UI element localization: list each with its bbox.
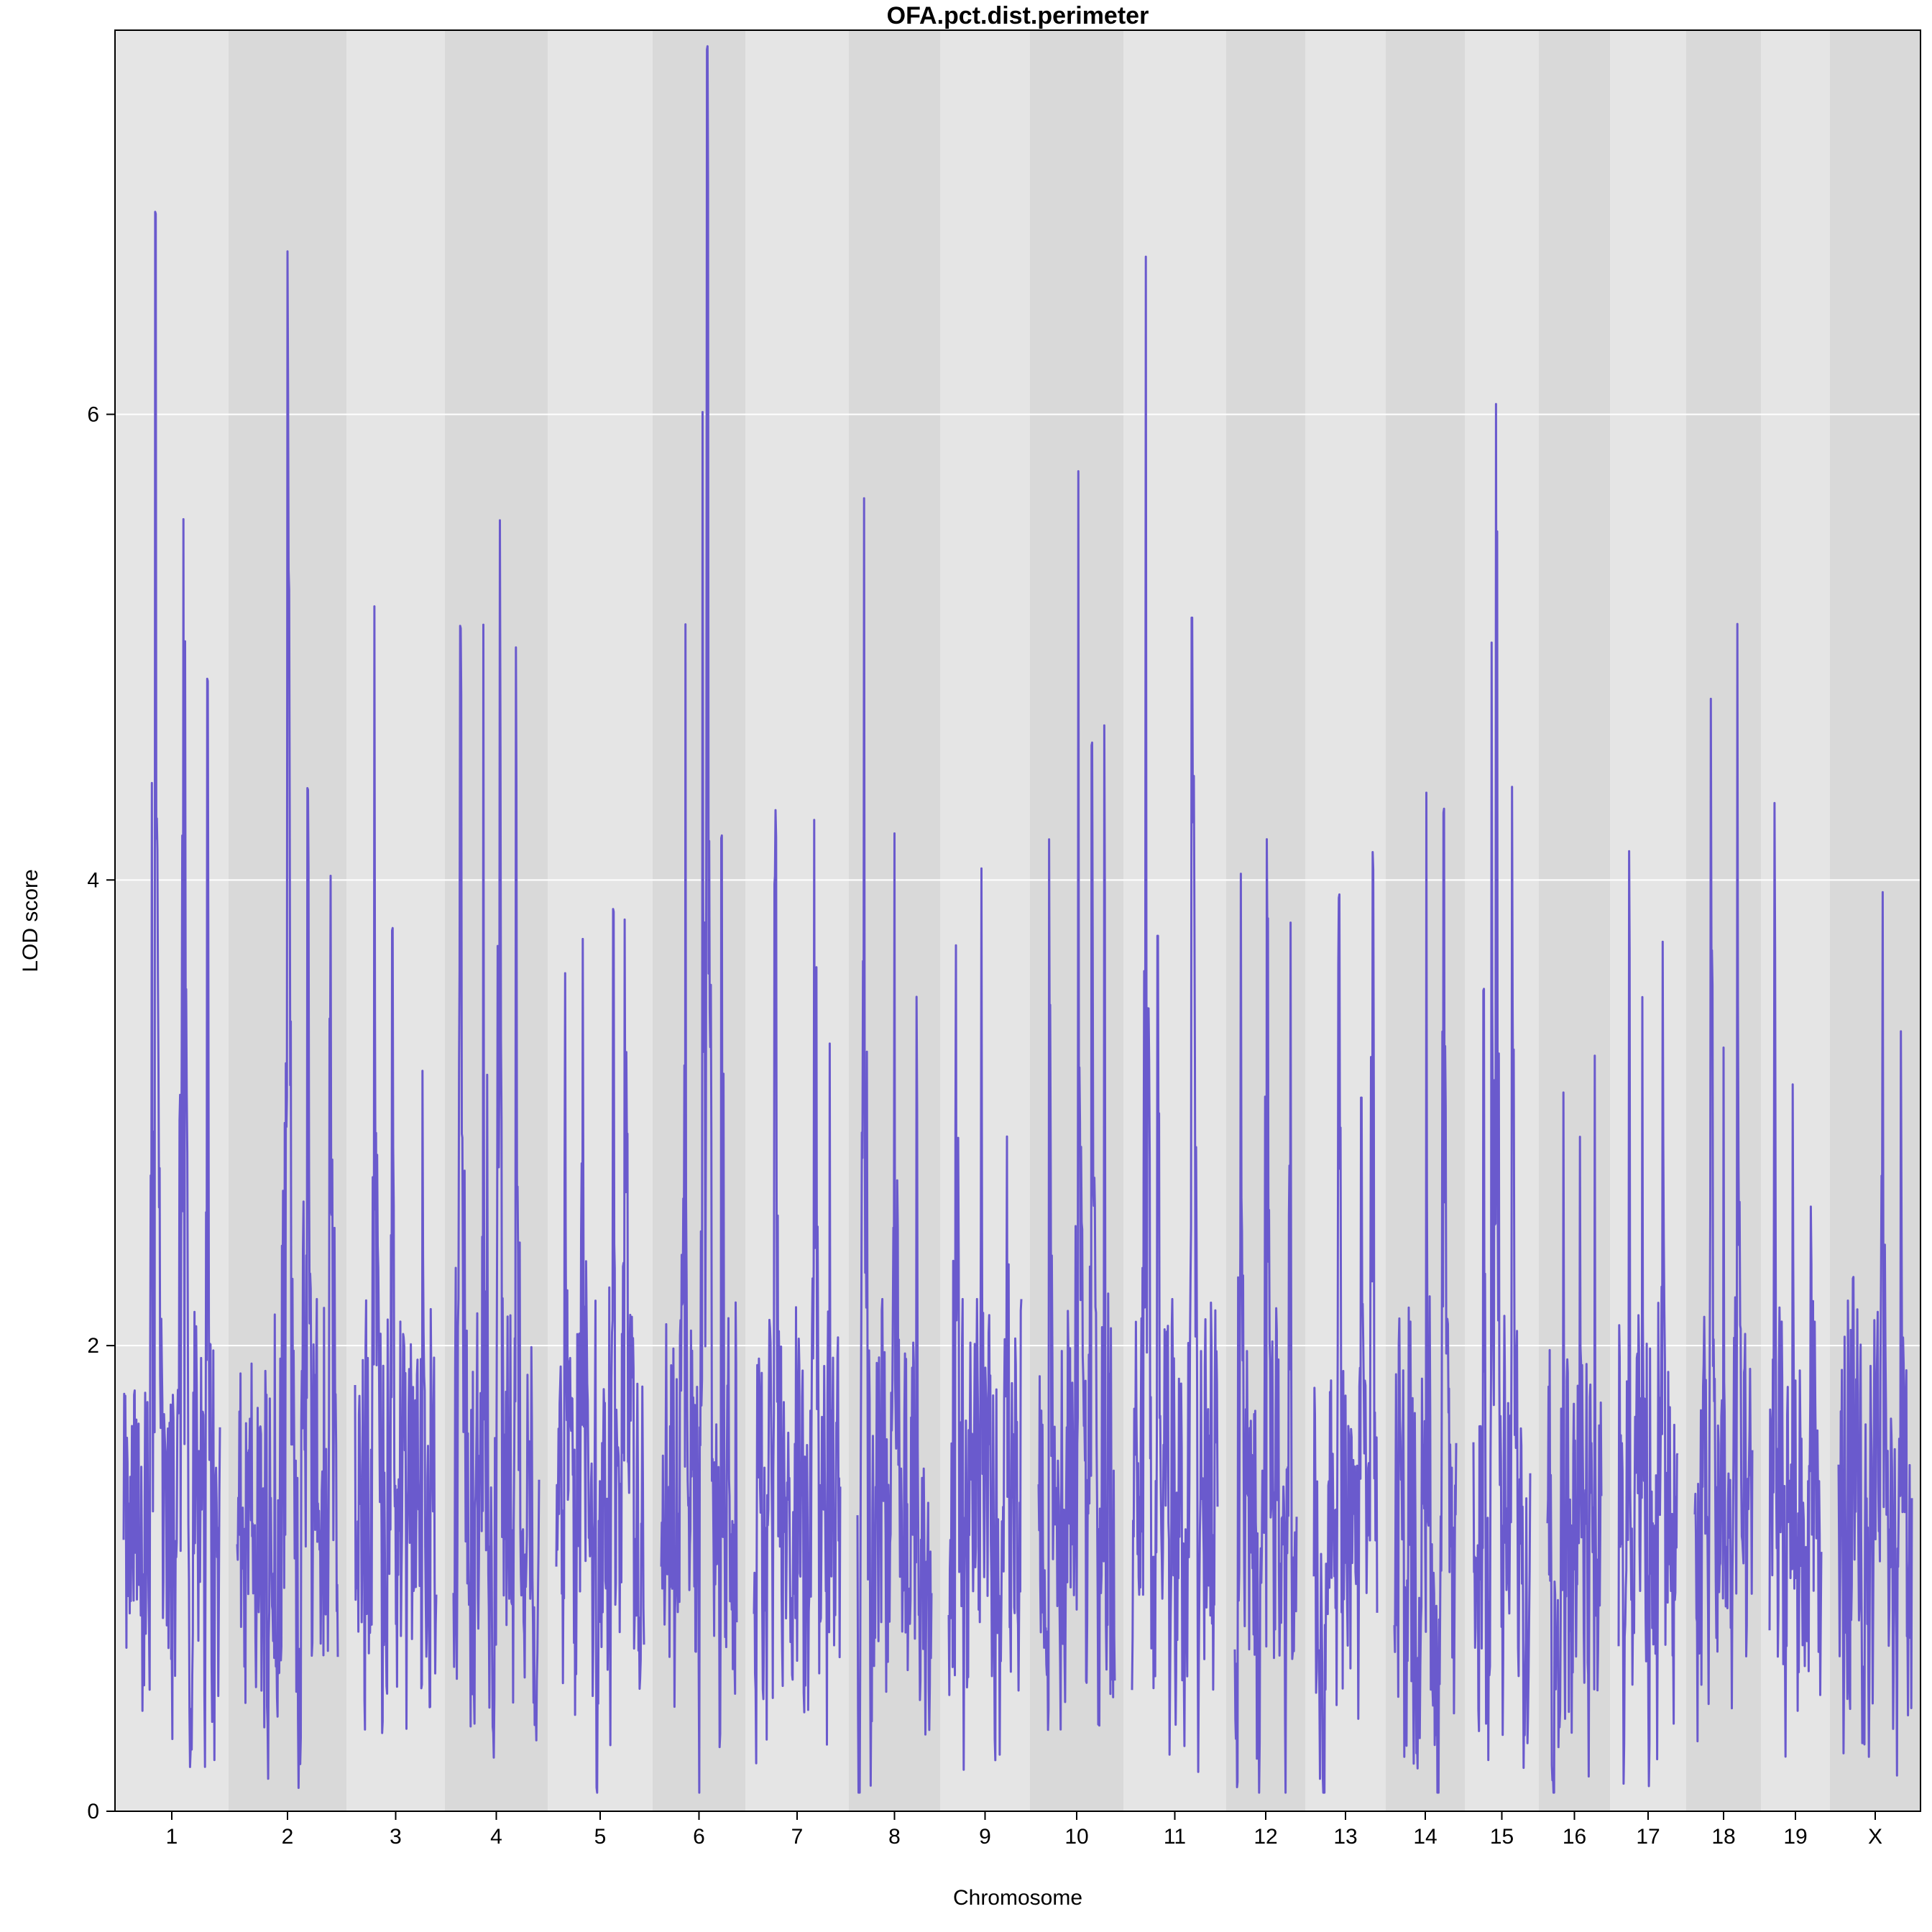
x-tick-label-14: 14 [1413, 1825, 1437, 1849]
x-axis: 1 2 3 4 5 6 7 8 9 10 11 12 13 14 15 16 17 18 19 X [166, 1811, 1882, 1849]
lod-trace-chr-15 [1472, 402, 1532, 1770]
lod-trace-chr-1 [122, 211, 221, 1768]
lod-trace-chr-12 [1233, 838, 1298, 1794]
lod-trace-chr-9 [947, 867, 1023, 1771]
x-tick-label-8: 8 [888, 1825, 901, 1849]
lod-trace-chr-3 [354, 605, 438, 1734]
x-tick-label-16: 16 [1563, 1825, 1586, 1849]
lod-trace-chr-18 [1693, 622, 1754, 1743]
lod-trace-chr-6 [660, 45, 738, 1794]
x-tick-label-13: 13 [1333, 1825, 1357, 1849]
lod-trace-chr-17 [1617, 850, 1679, 1788]
lod-series [122, 45, 1913, 1794]
x-tick-label-19: 19 [1783, 1825, 1807, 1849]
x-tick-label-X: X [1868, 1825, 1882, 1849]
y-axis: 0 2 4 6 [87, 402, 115, 1823]
x-tick-label-5: 5 [594, 1825, 607, 1849]
x-tick-label-4: 4 [490, 1825, 502, 1849]
lod-trace-chr-7 [753, 809, 842, 1765]
x-tick-label-15: 15 [1490, 1825, 1514, 1849]
y-tick-label-4: 4 [87, 868, 99, 892]
x-tick-label-7: 7 [791, 1825, 804, 1849]
lod-trace-chr-2 [236, 250, 339, 1789]
lod-trace-chr-X [1837, 891, 1913, 1777]
x-tick-label-10: 10 [1064, 1825, 1088, 1849]
x-tick-label-3: 3 [390, 1825, 402, 1849]
plot-frame [114, 29, 1921, 1812]
lod-trace-chr-10 [1037, 470, 1116, 1731]
x-tick-label-9: 9 [979, 1825, 991, 1849]
y-tick-label-0: 0 [87, 1800, 99, 1823]
lod-trace-chr-5 [555, 908, 645, 1794]
lod-trace-chr-19 [1768, 801, 1823, 1758]
x-tick-label-1: 1 [166, 1825, 178, 1849]
lod-trace-chr-14 [1393, 791, 1458, 1794]
y-axis-label: LOD score [19, 869, 42, 972]
lod-trace-chr-8 [856, 497, 933, 1794]
lod-trace-chr-16 [1546, 1054, 1603, 1794]
x-axis-label: Chromosome [953, 1886, 1082, 1910]
lod-trace-chr-11 [1131, 255, 1219, 1773]
lod-trace-chr-13 [1312, 851, 1379, 1794]
x-tick-label-6: 6 [693, 1825, 705, 1849]
y-tick-label-2: 2 [87, 1334, 99, 1358]
x-tick-label-12: 12 [1254, 1825, 1277, 1849]
chart-title: OFA.pct.dist.perimeter [887, 2, 1149, 29]
x-tick-label-11: 11 [1164, 1825, 1186, 1849]
x-tick-label-18: 18 [1711, 1825, 1735, 1849]
x-tick-label-17: 17 [1636, 1825, 1660, 1849]
x-tick-label-2: 2 [282, 1825, 294, 1849]
lod-trace-chr-4 [452, 519, 540, 1759]
y-tick-label-6: 6 [87, 402, 99, 426]
